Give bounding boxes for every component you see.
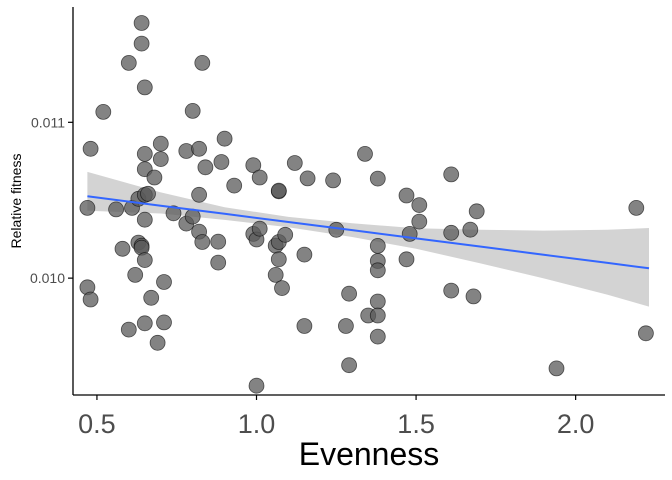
data-point xyxy=(95,104,112,120)
data-point xyxy=(226,177,243,194)
y-ticks: 0.010 0.011 xyxy=(30,114,73,286)
data-point xyxy=(341,357,358,374)
data-point xyxy=(82,140,99,157)
confidence-band-layer xyxy=(87,171,649,307)
data-point xyxy=(245,157,262,174)
data-point xyxy=(194,234,211,250)
data-point xyxy=(286,155,303,171)
y-axis-label: Relative fitness xyxy=(8,154,24,249)
x-tick-label: 1.5 xyxy=(397,409,435,439)
data-point xyxy=(210,233,227,250)
data-point xyxy=(443,282,460,299)
data-point xyxy=(143,289,160,306)
data-point xyxy=(216,130,233,147)
data-point xyxy=(133,35,150,52)
data-point xyxy=(369,307,386,324)
data-point xyxy=(156,314,172,331)
data-point xyxy=(369,170,386,187)
x-tick-label: 1.0 xyxy=(238,409,276,439)
x-ticks: 0.5 1.0 1.5 2.0 xyxy=(78,395,594,439)
confidence-band xyxy=(87,171,649,307)
data-point xyxy=(369,293,386,310)
data-point xyxy=(156,274,172,290)
data-point xyxy=(328,221,345,238)
data-point xyxy=(194,55,211,71)
data-point xyxy=(79,199,96,216)
data-point xyxy=(184,103,201,119)
data-point xyxy=(133,15,150,31)
data-point xyxy=(136,315,153,332)
data-point xyxy=(411,213,428,230)
data-point xyxy=(136,211,153,228)
x-tick-label: 0.5 xyxy=(78,409,116,439)
data-point xyxy=(270,182,287,199)
data-point xyxy=(152,151,169,168)
data-point xyxy=(267,266,284,283)
data-point xyxy=(165,205,182,222)
data-point xyxy=(146,169,163,186)
data-point xyxy=(357,145,373,162)
data-point xyxy=(296,318,313,334)
data-point xyxy=(197,159,214,176)
data-point xyxy=(369,328,386,345)
y-tick-label: 0.010 xyxy=(30,270,65,286)
data-point xyxy=(270,251,287,268)
points-layer xyxy=(79,15,654,394)
x-axis-label: Evenness xyxy=(299,436,440,472)
data-point xyxy=(248,377,265,394)
data-point xyxy=(337,318,354,334)
data-point xyxy=(443,166,460,183)
data-point xyxy=(548,360,565,377)
trend-line xyxy=(87,195,650,270)
data-point xyxy=(120,55,137,71)
data-point xyxy=(369,262,386,279)
data-point xyxy=(251,220,268,237)
data-point xyxy=(136,145,153,162)
data-point xyxy=(274,280,290,297)
data-point xyxy=(149,334,166,351)
data-point xyxy=(398,251,415,268)
data-point xyxy=(108,201,124,218)
data-point xyxy=(462,221,479,238)
data-point xyxy=(191,140,208,157)
data-point xyxy=(465,288,482,305)
data-point xyxy=(251,169,268,186)
data-point xyxy=(296,246,313,263)
data-point xyxy=(369,237,386,254)
y-tick-label: 0.011 xyxy=(31,114,65,130)
data-point xyxy=(628,199,645,216)
data-point xyxy=(468,203,485,220)
data-point xyxy=(152,135,169,152)
x-tick-label: 2.0 xyxy=(557,409,595,439)
data-point xyxy=(210,254,227,271)
data-point xyxy=(140,185,156,202)
data-point xyxy=(114,240,131,257)
trend-line-layer xyxy=(87,195,650,270)
data-point xyxy=(443,224,460,241)
data-point xyxy=(299,170,316,187)
data-point xyxy=(411,197,428,214)
data-point xyxy=(341,285,358,302)
data-point xyxy=(638,325,654,342)
data-point xyxy=(277,226,294,243)
data-point xyxy=(325,172,342,189)
data-point xyxy=(398,187,415,204)
data-point xyxy=(213,154,230,170)
data-point xyxy=(120,321,137,338)
data-point xyxy=(136,252,153,269)
data-point xyxy=(136,79,153,96)
data-point xyxy=(191,186,208,203)
data-point xyxy=(82,291,99,308)
data-point xyxy=(127,266,144,283)
